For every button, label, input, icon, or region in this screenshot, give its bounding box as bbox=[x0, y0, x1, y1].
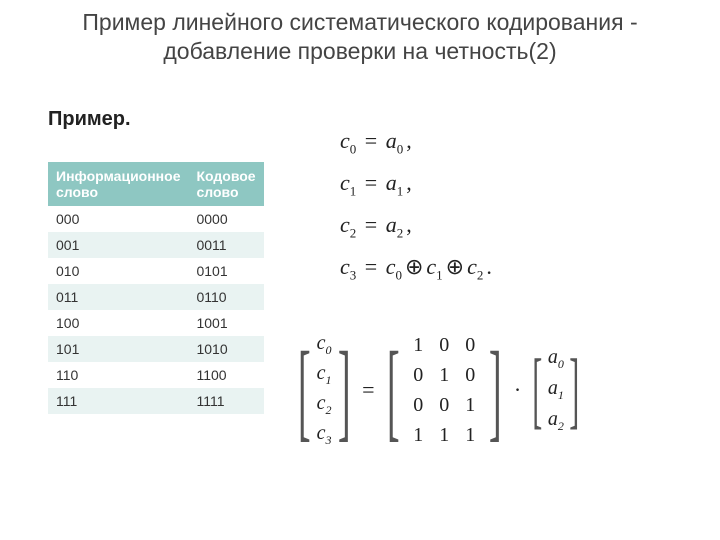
equation-line: c2 = a2, bbox=[340, 204, 495, 246]
matrix-cell: 1 bbox=[465, 424, 475, 447]
vector-entry: a2 bbox=[548, 408, 564, 434]
example-label: Пример. bbox=[48, 108, 131, 131]
matrix-cell: 0 bbox=[439, 334, 449, 357]
equation-line: c3 = c0⊕c1⊕c2. bbox=[340, 246, 495, 288]
vector-entry: a0 bbox=[548, 346, 564, 372]
table-cell: 0011 bbox=[188, 232, 263, 258]
slide-title: Пример линейного систематического кодиро… bbox=[0, 0, 720, 66]
table-cell: 000 bbox=[48, 206, 188, 232]
table-row: 0100101 bbox=[48, 258, 264, 284]
table-cell: 1010 bbox=[188, 336, 263, 362]
slide: Пример линейного систематического кодиро… bbox=[0, 0, 720, 540]
equals-sign: = bbox=[356, 377, 380, 403]
matrix-cell: 0 bbox=[465, 334, 475, 357]
table-row: 0010011 bbox=[48, 232, 264, 258]
c-vector: c0 c1 c2 c3 bbox=[317, 330, 332, 450]
matrix-cell: 1 bbox=[465, 394, 475, 417]
table-row: 0110110 bbox=[48, 284, 264, 310]
matrix-cell: 0 bbox=[413, 364, 423, 387]
matrix-cell: 0 bbox=[439, 394, 449, 417]
a-vector: a0 a1 a2 bbox=[548, 344, 564, 436]
bracket-open-icon: [ bbox=[533, 351, 543, 428]
table-row: 1011010 bbox=[48, 336, 264, 362]
vector-entry: c1 bbox=[317, 362, 332, 388]
vector-entry: c0 bbox=[317, 332, 332, 358]
table-cell: 0110 bbox=[188, 284, 263, 310]
bracket-close-icon: ] bbox=[337, 341, 350, 440]
table-cell: 1001 bbox=[188, 310, 263, 336]
table-cell: 001 bbox=[48, 232, 188, 258]
bracket-close-icon: ] bbox=[569, 351, 579, 428]
table-row: 1111111 bbox=[48, 388, 264, 414]
code-table: Информационное словоКодовое слово 000000… bbox=[48, 162, 264, 414]
table-header-cell: Информационное слово bbox=[48, 162, 188, 206]
generator-matrix: 100010001111 bbox=[405, 330, 483, 450]
matrix-cell: 1 bbox=[439, 364, 449, 387]
table-row: 0000000 bbox=[48, 206, 264, 232]
table-cell: 1100 bbox=[188, 362, 263, 388]
matrix-cell: 0 bbox=[465, 364, 475, 387]
table-header-row: Информационное словоКодовое слово bbox=[48, 162, 264, 206]
table-row: 1001001 bbox=[48, 310, 264, 336]
dot-sign: · bbox=[508, 377, 527, 403]
vector-entry: c3 bbox=[317, 422, 332, 448]
table-cell: 110 bbox=[48, 362, 188, 388]
table-cell: 100 bbox=[48, 310, 188, 336]
table-cell: 1111 bbox=[188, 388, 263, 414]
bracket-open-icon: [ bbox=[298, 341, 311, 440]
matrix-cell: 1 bbox=[413, 334, 423, 357]
matrix-cell: 0 bbox=[413, 394, 423, 417]
table-cell: 010 bbox=[48, 258, 188, 284]
table-body: 0000000001001101001010110110100100110110… bbox=[48, 206, 264, 414]
bracket-open-icon: [ bbox=[387, 341, 400, 440]
table-row: 1101100 bbox=[48, 362, 264, 388]
equation-line: c0 = a0, bbox=[340, 120, 495, 162]
table-cell: 101 bbox=[48, 336, 188, 362]
table-cell: 0101 bbox=[188, 258, 263, 284]
equation-line: c1 = a1, bbox=[340, 162, 495, 204]
table-cell: 011 bbox=[48, 284, 188, 310]
code-table-wrap: Информационное словоКодовое слово 000000… bbox=[48, 162, 258, 414]
table-cell: 0000 bbox=[188, 206, 263, 232]
matrix-cell: 1 bbox=[413, 424, 423, 447]
equations-block: c0 = a0,c1 = a1,c2 = a2,c3 = c0⊕c1⊕c2. bbox=[340, 120, 495, 288]
matrix-cell: 1 bbox=[439, 424, 449, 447]
matrix-equation: [ c0c1c2c3 ] = [ 100010001111 ] · [ a0a1… bbox=[300, 330, 576, 450]
vector-entry: a1 bbox=[548, 377, 564, 403]
vector-entry: c2 bbox=[317, 392, 332, 418]
table-cell: 111 bbox=[48, 388, 188, 414]
bracket-close-icon: ] bbox=[489, 341, 502, 440]
table-header-cell: Кодовое слово bbox=[188, 162, 263, 206]
